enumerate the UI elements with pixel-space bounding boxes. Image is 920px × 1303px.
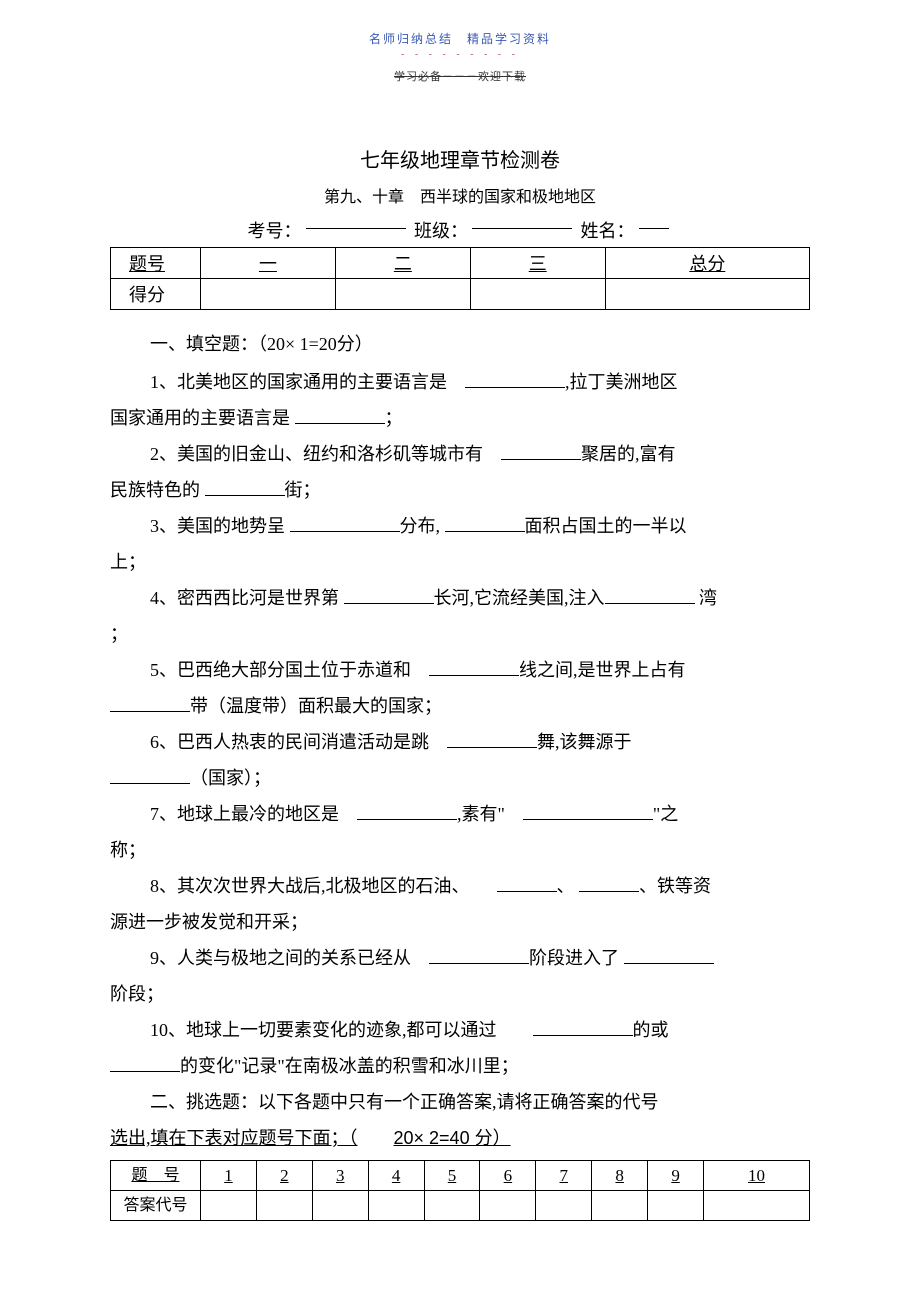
header-text-2: 学习必备－－－欢迎下载 bbox=[0, 68, 920, 84]
header-dots: - - - - - - - - - bbox=[0, 49, 920, 60]
row-header: 题号 bbox=[111, 248, 201, 279]
table-row: 题号 一 二 三 总分 bbox=[111, 248, 810, 279]
score-cell bbox=[201, 279, 336, 310]
question-10-cont: 的变化"记录"在南极冰盖的积雪和冰川里； bbox=[110, 1048, 810, 1084]
answer-cell bbox=[592, 1191, 648, 1221]
num-cell: 5 bbox=[424, 1161, 480, 1191]
table-row: 得分 bbox=[111, 279, 810, 310]
num-cell: 3 bbox=[312, 1161, 368, 1191]
question-2-cont: 民族特色的 街； bbox=[110, 472, 810, 508]
col-header: 二 bbox=[335, 248, 470, 279]
col-header: 三 bbox=[470, 248, 605, 279]
question-5-cont: 带（温度带）面积最大的国家； bbox=[110, 688, 810, 724]
document-content: 七年级地理章节检测卷 第九、十章 西半球的国家和极地地区 考号： 班级： 姓名：… bbox=[0, 84, 920, 1241]
exam-no-label: 考号： bbox=[248, 217, 302, 243]
score-cell bbox=[605, 279, 809, 310]
answer-header: 答案代号 bbox=[111, 1191, 201, 1221]
question-4: 4、密西西比河是世界第 长河,它流经美国,注入 湾 bbox=[110, 580, 810, 616]
answer-cell bbox=[480, 1191, 536, 1221]
num-cell: 4 bbox=[368, 1161, 424, 1191]
num-cell: 9 bbox=[648, 1161, 704, 1191]
table-row: 答案代号 bbox=[111, 1191, 810, 1221]
num-cell: 1 bbox=[201, 1161, 257, 1191]
question-5: 5、巴西绝大部分国土位于赤道和 线之间,是世界上占有 bbox=[110, 652, 810, 688]
score-cell bbox=[470, 279, 605, 310]
answer-cell bbox=[648, 1191, 704, 1221]
section-1-header: 一、填空题：（20× 1=20分） bbox=[110, 330, 810, 356]
answer-cell bbox=[256, 1191, 312, 1221]
name-label: 姓名： bbox=[581, 217, 635, 243]
question-3-cont: 上； bbox=[110, 544, 810, 580]
answer-cell bbox=[704, 1191, 810, 1221]
answer-cell bbox=[368, 1191, 424, 1221]
answer-table: 题 号 1 2 3 4 5 6 7 8 9 10 答案代号 bbox=[110, 1160, 810, 1221]
question-7: 7、地球上最冷的地区是 ,素有" "之 bbox=[110, 796, 810, 832]
score-table: 题号 一 二 三 总分 得分 bbox=[110, 247, 810, 310]
question-6: 6、巴西人热衷的民间消遣活动是跳 舞,该舞源于 bbox=[110, 724, 810, 760]
question-1: 1、北美地区的国家通用的主要语言是 ,拉丁美洲地区 bbox=[110, 364, 810, 400]
col-header: 总分 bbox=[605, 248, 809, 279]
question-10: 10、地球上一切要素变化的迹象,都可以通过 的或 bbox=[110, 1012, 810, 1048]
answer-header: 题 号 bbox=[111, 1161, 201, 1191]
question-1-cont: 国家通用的主要语言是 ； bbox=[110, 400, 810, 436]
question-3: 3、美国的地势呈 分布, 面积占国土的一半以 bbox=[110, 508, 810, 544]
num-cell: 8 bbox=[592, 1161, 648, 1191]
question-9: 9、人类与极地之间的关系已经从 阶段进入了 bbox=[110, 940, 810, 976]
doc-title: 七年级地理章节检测卷 bbox=[110, 144, 810, 173]
answer-cell bbox=[536, 1191, 592, 1221]
col-header: 一 bbox=[201, 248, 336, 279]
answer-cell bbox=[201, 1191, 257, 1221]
row-header: 得分 bbox=[111, 279, 201, 310]
info-line: 考号： 班级： 姓名： bbox=[110, 217, 810, 243]
header-text-1: 名师归纳总结 精品学习资料 bbox=[0, 30, 920, 47]
question-4-cont: ； bbox=[110, 616, 810, 652]
num-cell: 10 bbox=[704, 1161, 810, 1191]
page-header: 名师归纳总结 精品学习资料 - - - - - - - - - 学习必备－－－欢… bbox=[0, 0, 920, 84]
num-cell: 6 bbox=[480, 1161, 536, 1191]
section-2-header: 二、挑选题：以下各题中只有一个正确答案,请将正确答案的代号 bbox=[110, 1084, 810, 1120]
answer-cell bbox=[424, 1191, 480, 1221]
table-row: 题 号 1 2 3 4 5 6 7 8 9 10 bbox=[111, 1161, 810, 1191]
question-9-cont: 阶段； bbox=[110, 976, 810, 1012]
question-2: 2、美国的旧金山、纽约和洛杉矶等城市有 聚居的,富有 bbox=[110, 436, 810, 472]
question-6-cont: （国家）； bbox=[110, 760, 810, 796]
question-7-cont: 称； bbox=[110, 832, 810, 868]
question-8-cont: 源进一步被发觉和开采； bbox=[110, 904, 810, 940]
doc-subtitle: 第九、十章 西半球的国家和极地地区 bbox=[110, 183, 810, 207]
class-label: 班级： bbox=[414, 217, 468, 243]
score-cell bbox=[335, 279, 470, 310]
section-2-header-cont: 选出,填在下表对应题号下面；（ 20× 2=40 分） bbox=[110, 1120, 810, 1156]
answer-cell bbox=[312, 1191, 368, 1221]
num-cell: 2 bbox=[256, 1161, 312, 1191]
question-8: 8、其次次世界大战后,北极地区的石油、 、 、铁等资 bbox=[110, 868, 810, 904]
num-cell: 7 bbox=[536, 1161, 592, 1191]
